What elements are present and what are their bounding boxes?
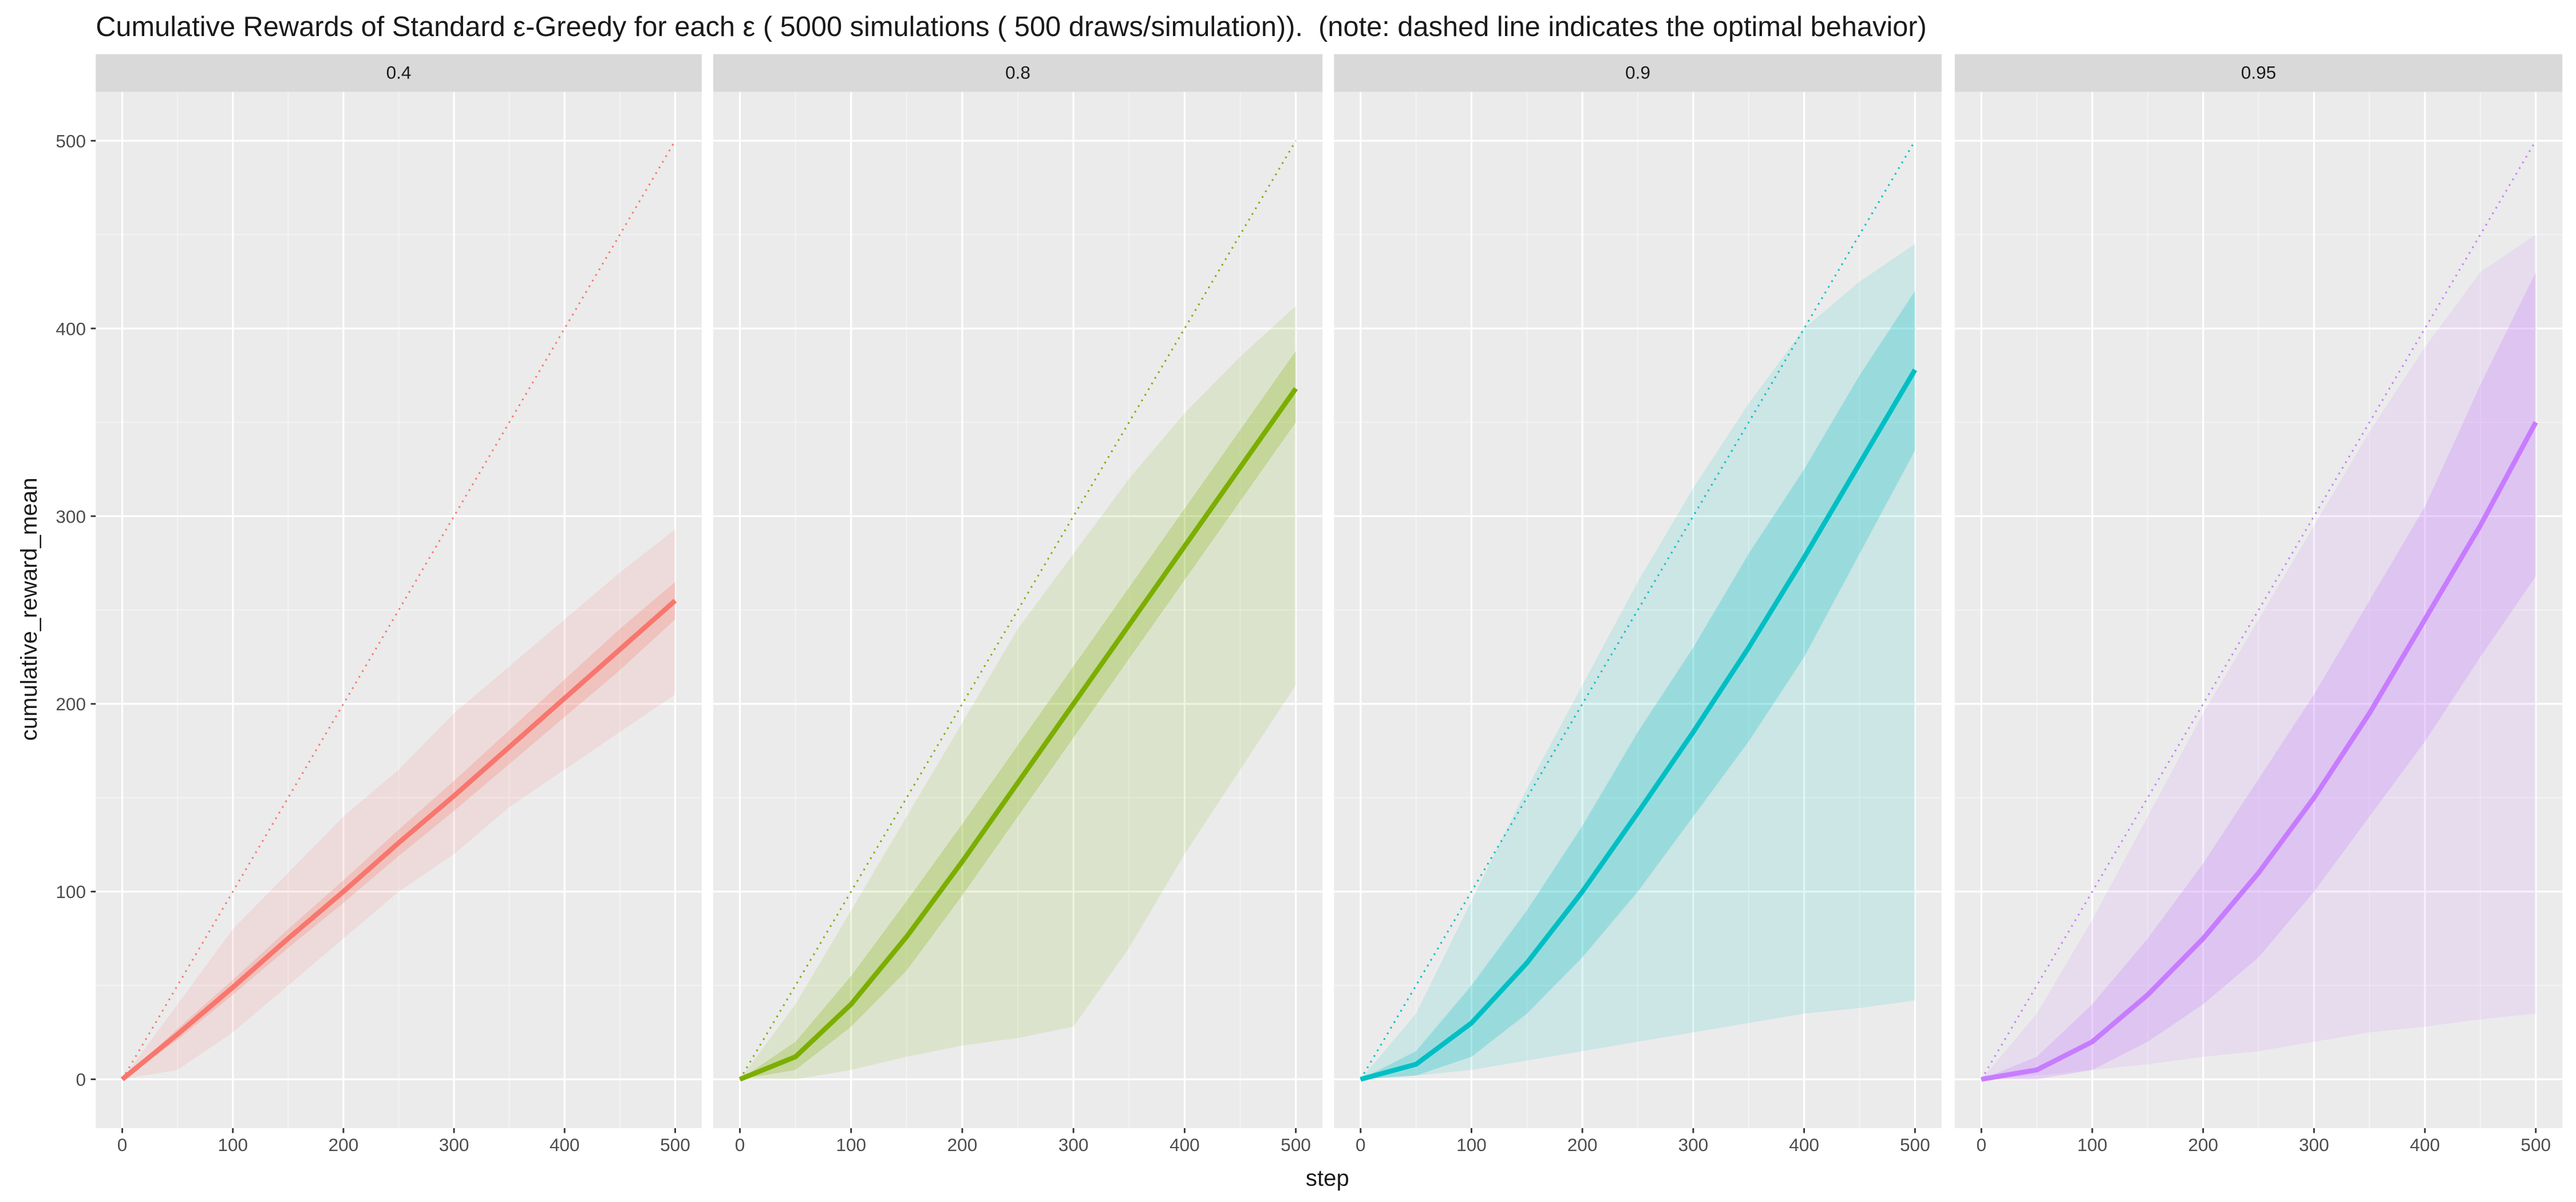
strip bbox=[713, 54, 1323, 92]
x-tick-label: 200 bbox=[329, 1134, 359, 1155]
x-tick-label: 300 bbox=[439, 1134, 469, 1155]
mean-line bbox=[120, 599, 677, 1081]
optimal-line bbox=[739, 140, 1297, 1080]
x-tick-label: 200 bbox=[1567, 1134, 1598, 1155]
chart-title: Cumulative Rewards of Standard ε-Greedy … bbox=[96, 11, 1927, 42]
strip bbox=[1334, 54, 1942, 92]
inner-band bbox=[122, 582, 675, 1080]
x-tick-label: 0 bbox=[117, 1134, 128, 1155]
x-tick-label: 100 bbox=[218, 1134, 248, 1155]
y-tick-label: 0 bbox=[76, 1069, 86, 1090]
strip bbox=[1954, 54, 2563, 92]
y-tick-label: 500 bbox=[56, 131, 86, 151]
panel: 0.4 0 100 200 300 400 500 0 100 200 300 400 500 bbox=[56, 54, 702, 1155]
inner-band bbox=[1981, 272, 2536, 1080]
x-tick-label: 500 bbox=[1900, 1134, 1930, 1155]
y-tick-label: 200 bbox=[56, 694, 86, 714]
outer-band bbox=[1360, 244, 1915, 1080]
outer-band bbox=[740, 306, 1296, 1080]
strip-label: 0.95 bbox=[2241, 62, 2276, 83]
x-tick-label: 200 bbox=[947, 1134, 978, 1155]
outer-band bbox=[1981, 234, 2536, 1080]
panel: 0.95 0 100 200 300 400 500 bbox=[1954, 54, 2563, 1155]
outer-band bbox=[122, 529, 675, 1080]
mean-line bbox=[738, 387, 1298, 1082]
y-tick-label: 300 bbox=[56, 506, 86, 527]
y-tick-label: 100 bbox=[56, 881, 86, 902]
mean-line bbox=[1360, 368, 1918, 1082]
x-tick-label: 500 bbox=[2520, 1134, 2551, 1155]
panel: 0.8 0 100 200 300 400 500 bbox=[713, 54, 1323, 1155]
x-tick-label: 500 bbox=[660, 1134, 690, 1155]
x-tick-label: 500 bbox=[1281, 1134, 1311, 1155]
x-tick-label: 300 bbox=[1678, 1134, 1709, 1155]
y-axis-label: cumulative_reward_mean bbox=[16, 477, 42, 741]
x-tick-label: 100 bbox=[836, 1134, 866, 1155]
x-axis-label: step bbox=[1306, 1165, 1349, 1191]
strip-label: 0.4 bbox=[386, 62, 412, 83]
y-tick-label: 400 bbox=[56, 318, 86, 339]
mean-line bbox=[1981, 421, 2538, 1082]
x-tick-label: 100 bbox=[2077, 1134, 2108, 1155]
optimal-line bbox=[121, 140, 676, 1080]
x-tick-label: 400 bbox=[550, 1134, 580, 1155]
x-tick-label: 400 bbox=[1170, 1134, 1200, 1155]
x-tick-label: 300 bbox=[2299, 1134, 2329, 1155]
x-tick-label: 0 bbox=[1976, 1134, 1986, 1155]
strip-label: 0.8 bbox=[1005, 62, 1030, 83]
x-tick-label: 200 bbox=[2188, 1134, 2218, 1155]
panel: 0.9 0 100 200 300 400 500 bbox=[1334, 54, 1942, 1155]
x-tick-label: 0 bbox=[1356, 1134, 1366, 1155]
x-tick-label: 100 bbox=[1456, 1134, 1487, 1155]
strip bbox=[96, 54, 702, 92]
strip-label: 0.9 bbox=[1625, 62, 1650, 83]
x-tick-label: 0 bbox=[735, 1134, 745, 1155]
x-tick-label: 400 bbox=[2410, 1134, 2440, 1155]
x-tick-label: 300 bbox=[1058, 1134, 1089, 1155]
x-tick-label: 400 bbox=[1789, 1134, 1819, 1155]
